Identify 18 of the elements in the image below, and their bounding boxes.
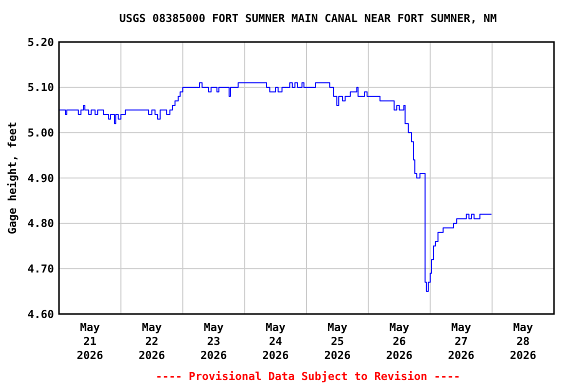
y-tick-label: 4.70 [28,262,54,276]
text: ---- Provisional Data Subject to Revision ---- [156,370,460,383]
x-tick-label: May 23 2026 [200,321,228,362]
chart-title: USGS 08385000 FORT SUMNER MAIN CANAL NEAR FORT SUMNER, NM [119,12,498,25]
y-tick-label: 4.60 [28,308,54,321]
x-tick-label: May 28 2026 [510,321,537,362]
y-tick-label: 5.20 [28,36,54,49]
x-tick-label: May 21 2026 [76,321,104,362]
y-tick-label: 5.10 [28,81,54,94]
x-tick-label: May 22 2026 [138,321,166,362]
y-tick-label: 4.80 [28,217,54,230]
x-tick-label: May 25 2026 [324,321,352,362]
y-axis-title: Gage height, feet [6,122,19,234]
y-tick-label: 4.90 [28,172,54,185]
x-tick-label: May 26 2026 [386,321,413,362]
x-tick-label: May 24 2026 [262,321,290,362]
x-tick-label: May 27 2026 [448,321,475,362]
y-tick-label: 5.00 [28,126,54,140]
